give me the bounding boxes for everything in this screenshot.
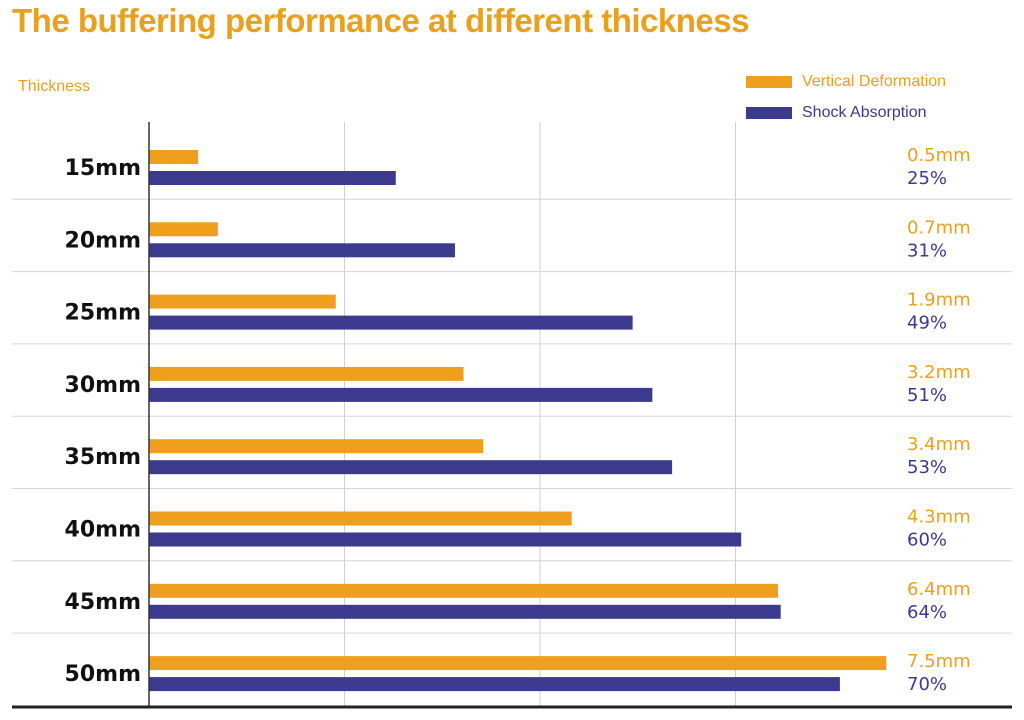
bar-vertical-deformation-20mm [149, 222, 218, 237]
bar-vertical-deformation-50mm [149, 656, 887, 671]
data-label-vertical-deformation-30mm: 3.2mm [907, 362, 971, 383]
legend-label-shock-absorption: Shock Absorption [802, 103, 927, 121]
bar-shock-absorption-45mm [149, 604, 781, 619]
legend-item-vertical-deformation: Vertical Deformation [746, 66, 946, 97]
bar-vertical-deformation-45mm [149, 583, 779, 598]
data-label-shock-absorption-30mm: 51% [907, 385, 947, 406]
data-label-shock-absorption-15mm: 25% [907, 168, 947, 189]
data-label-shock-absorption-20mm: 31% [907, 240, 947, 261]
legend-label-vertical-deformation: Vertical Deformation [802, 72, 947, 90]
data-label-vertical-deformation-50mm: 7.5mm [907, 651, 971, 672]
bar-shock-absorption-30mm [149, 387, 653, 402]
category-label-50mm: 50mm [65, 662, 141, 687]
bar-shock-absorption-40mm [149, 532, 742, 547]
category-label-20mm: 20mm [65, 228, 141, 253]
bar-shock-absorption-20mm [149, 243, 455, 258]
data-label-shock-absorption-45mm: 64% [907, 602, 947, 623]
category-label-30mm: 30mm [65, 373, 141, 398]
data-label-vertical-deformation-45mm: 6.4mm [907, 579, 971, 600]
y-axis-label: Thickness [18, 78, 91, 95]
chart-title: The buffering performance at different t… [12, 2, 749, 39]
bar-vertical-deformation-15mm [149, 150, 199, 164]
bar-vertical-deformation-35mm [149, 439, 484, 454]
data-label-vertical-deformation-25mm: 1.9mm [907, 290, 971, 311]
data-label-shock-absorption-50mm: 70% [907, 674, 947, 695]
category-label-35mm: 35mm [65, 445, 141, 470]
bar-shock-absorption-35mm [149, 460, 673, 475]
legend-swatch-vertical-deformation [746, 75, 792, 88]
bar-shock-absorption-25mm [149, 315, 633, 330]
data-label-shock-absorption-35mm: 53% [907, 457, 947, 478]
category-label-15mm: 15mm [65, 156, 141, 181]
data-label-shock-absorption-25mm: 49% [907, 313, 947, 334]
category-label-45mm: 45mm [65, 590, 141, 615]
bar-shock-absorption-15mm [149, 171, 396, 185]
bar-vertical-deformation-30mm [149, 366, 464, 381]
category-label-25mm: 25mm [65, 301, 141, 326]
legend-swatch-shock-absorption [746, 106, 792, 119]
bar-vertical-deformation-25mm [149, 294, 336, 309]
bar-vertical-deformation-40mm [149, 511, 572, 526]
legend-item-shock-absorption: Shock Absorption [746, 97, 946, 128]
data-label-vertical-deformation-15mm: 0.5mm [907, 145, 971, 166]
legend: Vertical Deformation Shock Absorption [746, 66, 946, 128]
data-label-vertical-deformation-40mm: 4.3mm [907, 507, 971, 528]
data-label-shock-absorption-40mm: 60% [907, 530, 947, 551]
data-label-vertical-deformation-35mm: 3.4mm [907, 434, 971, 455]
bar-shock-absorption-50mm [149, 677, 840, 692]
data-label-vertical-deformation-20mm: 0.7mm [907, 217, 971, 238]
category-label-40mm: 40mm [65, 518, 141, 543]
